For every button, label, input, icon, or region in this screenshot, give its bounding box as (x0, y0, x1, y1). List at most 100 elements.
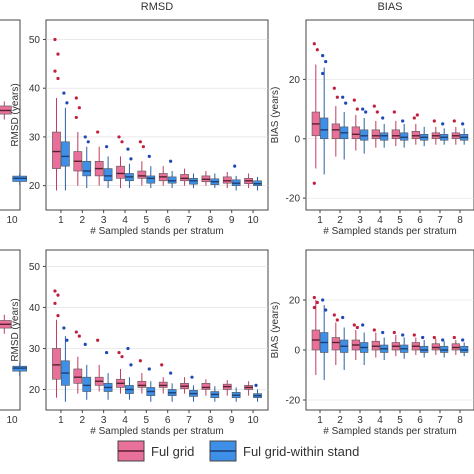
x-tick-label-1: 2 (337, 415, 343, 426)
y-tick-label-0: 20 (29, 181, 41, 192)
box-0-0 (52, 131, 61, 169)
outlier-1-4-0 (147, 367, 151, 371)
outlier-1-0-0 (321, 298, 325, 302)
x-tick-label-3: 4 (377, 415, 383, 426)
y-tick-label-1: 30 (29, 344, 41, 355)
outlier-1-9-0 (254, 383, 258, 387)
outlier-0-0-0 (53, 37, 57, 42)
outlier-0-2-0 (352, 323, 356, 327)
box-0-8 (222, 176, 232, 184)
y-tick-label-1: 0 (294, 346, 300, 357)
box-0-5 (411, 131, 420, 140)
x-tick-label-5: 6 (417, 415, 423, 426)
box-1-1 (82, 160, 92, 177)
plot-frame (305, 19, 474, 211)
outlier-1-2-0 (104, 350, 109, 355)
outlier-1-5-0 (169, 371, 173, 375)
outlier-0-1-0 (74, 330, 78, 334)
outlier-1-3-0 (381, 116, 385, 120)
x-tick-label-0: 1 (58, 215, 64, 226)
outlier-0-1-1 (77, 106, 81, 110)
x-axis-label: # Sampled stands per stratum (90, 226, 223, 237)
y-tick-label-1: 0 (294, 134, 300, 145)
outlier-0-6-0 (432, 119, 436, 123)
outlier-0-0-1 (56, 52, 60, 56)
y-tick-label-0: -20 (286, 396, 301, 407)
outlier-1-2-1 (364, 110, 368, 114)
outlier-1-1-1 (344, 101, 348, 105)
outlier-0-6-0 (432, 335, 436, 340)
y-axis-label: RMSD (years) (10, 83, 21, 146)
x-tick-label-0: 1 (317, 215, 323, 226)
y-tick-label-2: 20 (289, 75, 301, 86)
outlier-0-1-1 (77, 334, 81, 338)
outlier-0-4-1 (141, 145, 145, 149)
outlier-0-5-0 (412, 116, 416, 120)
x-axis-label: # Sampled stands per stratum (323, 226, 456, 237)
outlier-0-0-2 (312, 181, 316, 185)
outlier-1-0-0 (321, 54, 325, 58)
panel-bottom-right: -20 0 20 BIAS (years) 1 2 3 4 5 6 7 8# Sampled stan… (270, 249, 474, 437)
box-0-1 (73, 368, 83, 384)
box-0-1 (331, 337, 340, 351)
box-0-4 (137, 170, 147, 179)
outlier-0-0-3 (56, 76, 60, 81)
box-0-1 (331, 123, 340, 140)
outlier-0-3-0 (372, 328, 376, 332)
panel-top-right: BIAS -20 0 20 BIAS (years) 1 2 3 4 5 6 7 8# Sampled … (270, 1, 474, 237)
outlier-1-4-0 (401, 119, 405, 123)
outlier-0-1-0 (74, 96, 78, 100)
x-tick-label-4: 5 (397, 215, 403, 226)
outlier-1-1-0 (83, 135, 87, 139)
box-1-4 (400, 132, 409, 141)
panel-title: RMSD (141, 1, 173, 13)
y-axis-label: BIAS (years) (270, 87, 281, 144)
x-tick-label-6: 7 (186, 215, 192, 226)
x-tick-label-7: 8 (457, 215, 463, 226)
outlier-1-8-0 (233, 164, 237, 168)
y-tick-label-2: 20 (289, 296, 301, 307)
box-0-6 (180, 174, 189, 182)
outlier-0-0-2 (312, 305, 316, 310)
outlier-0-3-0 (372, 104, 376, 108)
outlier-0-4-0 (392, 330, 396, 335)
box-1-0 (320, 117, 329, 140)
x-tick-label-1: 2 (337, 215, 343, 226)
outlier-0-1-0 (332, 313, 336, 317)
outlier-0-3-1 (375, 110, 379, 114)
outlier-0-1-1 (335, 95, 339, 99)
x-tick-label-6: 7 (186, 415, 192, 426)
outlier-1-1-1 (86, 140, 90, 144)
box-0-7 (201, 383, 211, 390)
outlier-0-0-1 (315, 48, 319, 52)
outlier-1-0-1 (65, 101, 69, 105)
x-tick-label-8: 9 (229, 415, 235, 426)
outlier-1-2-0 (104, 145, 109, 149)
outlier-1-1-0 (341, 95, 345, 99)
outlier-0-5-0 (160, 363, 164, 367)
x-tick-label-9: 10 (247, 215, 259, 226)
outlier-0-1-0 (332, 86, 336, 90)
outlier-0-0-0 (312, 295, 316, 300)
box-0-4 (391, 129, 400, 140)
outlier-1-7-0 (461, 122, 465, 126)
y-tick-label-0: 20 (29, 385, 41, 396)
outlier-1-6-0 (190, 375, 194, 379)
outlier-1-3-1 (129, 157, 133, 161)
outlier-0-1-2 (74, 115, 78, 120)
y-tick-label-3: 50 (29, 262, 41, 273)
x-tick-label-3: 4 (122, 215, 128, 226)
outlier-0-1-1 (335, 318, 339, 322)
outlier-0-4-0 (392, 110, 396, 114)
outlier-1-3-1 (129, 363, 133, 367)
outlier-0-0-2 (53, 69, 57, 73)
outlier-1-6-0 (441, 338, 445, 342)
outlier-0-4-0 (138, 359, 142, 363)
x-tick-label-7: 8 (457, 415, 463, 426)
box-1-5 (167, 176, 177, 184)
x-tick-label-7: 8 (208, 415, 214, 426)
y-tick-label-1: 30 (29, 132, 41, 143)
box-0-2 (351, 126, 360, 140)
y-tick-label-0: -20 (286, 194, 301, 205)
x-tick-label-4: 5 (144, 415, 150, 426)
